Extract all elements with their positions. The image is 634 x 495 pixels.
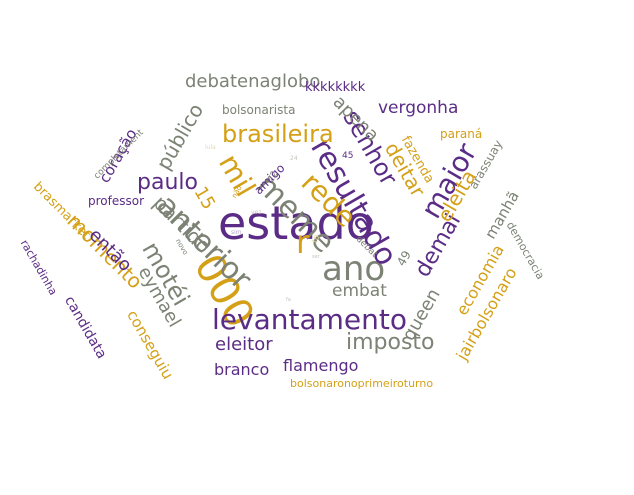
cloud-word: paraná bbox=[440, 127, 483, 141]
cloud-word: imposto bbox=[346, 330, 435, 355]
cloud-word: debatenaglobo bbox=[185, 71, 321, 92]
cloud-word: brasmarket bbox=[30, 179, 94, 243]
cloud-word: eleitor bbox=[215, 334, 273, 355]
cloud-word: vez bbox=[251, 209, 262, 216]
cloud-word: estado bbox=[218, 196, 374, 250]
cloud-word: branco bbox=[214, 360, 270, 379]
cloud-word: público bbox=[151, 99, 209, 174]
cloud-word: bolsonaronoprimeiroturno bbox=[290, 377, 434, 390]
cloud-word: paulo bbox=[137, 170, 198, 195]
cloud-word: rachadinha bbox=[17, 237, 60, 298]
cloud-word: 24 bbox=[290, 155, 298, 162]
cloud-word: r bbox=[296, 223, 310, 261]
cloud-word: brasileira bbox=[222, 120, 334, 148]
cloud-word: sim bbox=[231, 229, 242, 236]
cloud-word: demai bbox=[410, 209, 467, 282]
cloud-word: candidata bbox=[61, 293, 110, 362]
cloud-word: vergonha bbox=[378, 98, 459, 118]
cloud-word: professor bbox=[88, 194, 145, 208]
cloud-word: 45 bbox=[342, 151, 354, 161]
cloud-word: fa bbox=[286, 297, 291, 303]
cloud-word: lula bbox=[205, 144, 216, 151]
cloud-word: kkkkkkkk bbox=[305, 80, 366, 95]
cloud-word: flamengo bbox=[283, 356, 359, 375]
cloud-word: ano bbox=[322, 249, 386, 289]
cloud-word: bolsonarista bbox=[222, 103, 296, 117]
cloud-word: embat bbox=[332, 281, 387, 301]
cloud-word: ser bbox=[312, 254, 320, 260]
cloud-word: levantamento bbox=[212, 303, 407, 336]
